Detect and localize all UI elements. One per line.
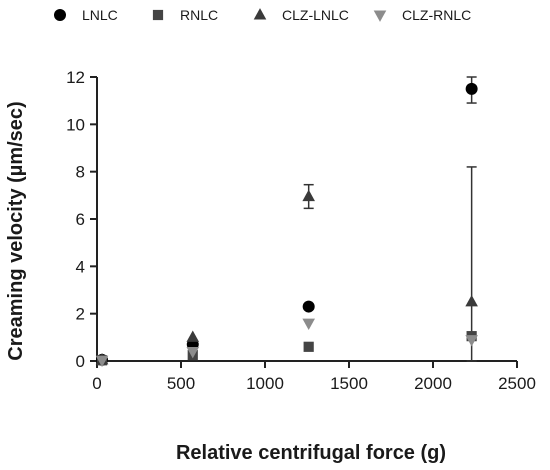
x-tick-label: 1500 — [330, 374, 368, 393]
legend-marker-lnlc — [54, 9, 66, 21]
point-clz-rnlc — [302, 318, 315, 330]
error-bars — [303, 76, 477, 362]
x-tick-label: 2000 — [414, 374, 452, 393]
legend: LNLC RNLC CLZ-LNLC CLZ-RNLC — [54, 7, 471, 23]
x-ticks: 0 500 1000 1500 2000 2500 — [92, 361, 536, 393]
point-lnlc — [302, 300, 315, 313]
legend-item-clz-lnlc: CLZ-LNLC — [253, 7, 349, 23]
legend-item-rnlc: RNLC — [152, 7, 218, 23]
x-tick-label: 1000 — [246, 374, 284, 393]
x-tick-label: 500 — [167, 374, 195, 393]
legend-label: LNLC — [82, 7, 118, 23]
point-rnlc — [303, 341, 314, 352]
legend-label: CLZ-LNLC — [282, 7, 349, 23]
y-tick-label: 8 — [76, 163, 85, 182]
legend-item-clz-rnlc: CLZ-RNLC — [373, 7, 471, 23]
point-clz-rnlc — [95, 355, 109, 368]
point-lnlc — [465, 82, 478, 95]
legend-label: RNLC — [180, 7, 218, 23]
y-tick-label: 10 — [66, 115, 85, 134]
point-clz-lnlc — [302, 189, 315, 202]
x-tick-label: 2500 — [498, 374, 536, 393]
legend-marker-rnlc — [152, 9, 164, 21]
axes — [96, 77, 517, 362]
data-points — [95, 82, 478, 368]
y-tick-label: 0 — [76, 352, 85, 371]
y-ticks: 0 2 4 6 8 10 12 — [66, 68, 97, 371]
x-tick-label: 0 — [92, 374, 101, 393]
y-tick-label: 2 — [76, 305, 85, 324]
x-axis-title: Relative centrifugal force (g) — [176, 442, 446, 464]
legend-marker-clz-rnlc — [373, 10, 387, 22]
y-tick-label: 4 — [76, 257, 85, 276]
y-tick-label: 12 — [66, 68, 85, 87]
legend-item-lnlc: LNLC — [54, 7, 118, 23]
y-tick-label: 6 — [76, 210, 85, 229]
point-clz-rnlc — [465, 335, 478, 347]
y-axis-title: Creaming velocity (µm/sec) — [5, 101, 27, 360]
point-clz-rnlc — [186, 346, 200, 359]
legend-label: CLZ-RNLC — [402, 7, 471, 23]
legend-marker-clz-lnlc — [253, 8, 267, 20]
point-clz-lnlc — [465, 294, 478, 307]
point-clz-lnlc — [186, 330, 200, 342]
